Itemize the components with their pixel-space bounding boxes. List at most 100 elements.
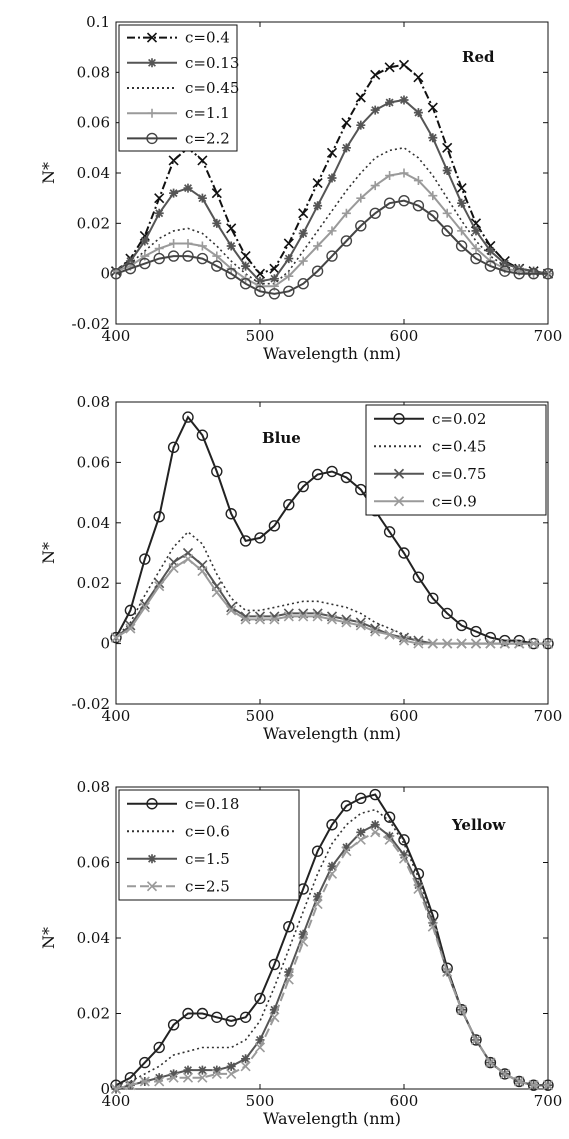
data-point [370, 105, 380, 115]
data-point [428, 918, 438, 928]
y-tick-label: 0.08 [77, 393, 110, 411]
data-point [470, 638, 482, 649]
data-point [384, 629, 395, 640]
data-point [226, 605, 237, 616]
data-point [226, 223, 237, 234]
data-point [398, 853, 410, 864]
data-point [542, 267, 554, 280]
data-point [298, 228, 308, 238]
legend-label: c=0.45 [185, 79, 239, 97]
series-c=0.45 [115, 146, 548, 285]
y-tick-label: -0.02 [72, 695, 110, 713]
data-point [442, 165, 452, 175]
data-point [399, 168, 409, 178]
data-point [442, 638, 453, 649]
data-point [383, 197, 396, 209]
series-c=0.45 [115, 530, 548, 645]
data-point [326, 614, 338, 625]
data-point [283, 285, 295, 297]
data-point [398, 635, 410, 646]
legend-label: c=1.1 [185, 104, 230, 122]
data-point [399, 850, 409, 860]
data-point [356, 120, 366, 130]
y-tick-label: 0.02 [77, 1005, 110, 1023]
legend-label: c=0.6 [185, 822, 230, 840]
series-c=2.5 [110, 827, 554, 1095]
data-point [393, 468, 405, 479]
y-tick-label: 0.06 [77, 453, 110, 471]
data-point [169, 238, 179, 248]
series-c=0.6 [115, 808, 548, 1086]
y-tick-label: 0.06 [77, 854, 110, 872]
data-point [154, 1076, 165, 1087]
data-point [226, 1068, 237, 1079]
data-point [211, 1011, 223, 1023]
data-point [455, 619, 468, 632]
data-point [341, 117, 352, 128]
data-point [197, 193, 207, 203]
data-point [226, 1061, 236, 1071]
y-tick-label: 0 [100, 265, 110, 283]
data-point [485, 638, 496, 649]
x-axis-label: Wavelength (nm) [263, 344, 401, 363]
legend: c=0.02 c=0.45 c=0.75 c=0.9 [365, 404, 547, 516]
data-point [312, 898, 323, 910]
data-point [139, 1076, 150, 1087]
y-axis-label: N* [39, 542, 58, 564]
data-point [269, 263, 280, 274]
data-point [255, 1035, 265, 1045]
legend-label: c=0.13 [185, 54, 239, 72]
data-point [312, 178, 323, 189]
data-point [311, 845, 324, 857]
data-point [340, 471, 353, 484]
data-point [125, 1080, 136, 1091]
data-point [211, 188, 222, 199]
data-point [169, 1069, 179, 1079]
data-point [212, 1065, 222, 1075]
data-point [197, 1065, 207, 1075]
data-point [427, 592, 439, 604]
data-point [312, 611, 323, 622]
data-point [139, 553, 151, 565]
data-point [370, 69, 381, 80]
data-point [283, 920, 295, 933]
data-point [527, 267, 540, 280]
data-point [225, 1015, 237, 1027]
data-point [147, 108, 157, 118]
data-point [456, 1004, 467, 1015]
x-tick-label: 600 [390, 707, 419, 725]
data-point [254, 285, 266, 297]
data-point [146, 32, 158, 43]
data-point [384, 62, 395, 73]
data-point [226, 602, 237, 613]
data-point [197, 241, 207, 251]
data-point [154, 244, 164, 253]
data-point [139, 1056, 151, 1069]
data-point [255, 276, 265, 286]
data-point [268, 520, 281, 532]
data-point [441, 607, 453, 620]
data-point [154, 193, 165, 204]
data-point [471, 226, 481, 236]
data-point [340, 800, 353, 812]
data-point [355, 620, 366, 631]
data-point [398, 547, 410, 559]
legend-label: c=0.9 [432, 492, 477, 510]
legend-label: c=0.02 [432, 410, 486, 428]
data-point [154, 581, 165, 592]
data-point [470, 1034, 482, 1046]
data-point [427, 638, 438, 649]
data-point [298, 208, 309, 219]
data-point [167, 1019, 180, 1031]
data-point [154, 1073, 164, 1083]
data-point [442, 966, 453, 978]
data-point [442, 208, 452, 218]
panel-title: Red [462, 48, 495, 66]
data-point [226, 241, 236, 251]
data-point [428, 191, 438, 201]
data-point [455, 240, 468, 252]
data-point [283, 974, 294, 985]
data-point [427, 210, 439, 222]
data-point [514, 638, 525, 649]
x-tick-label: 500 [246, 327, 275, 345]
